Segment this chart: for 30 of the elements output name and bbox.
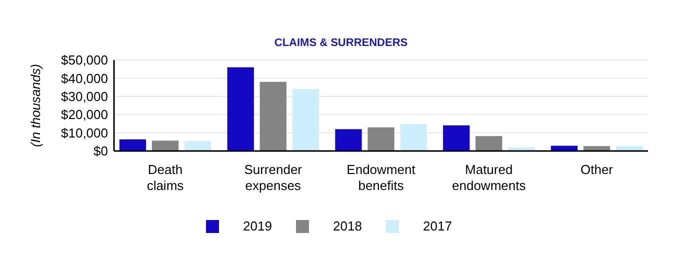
y-axis-title: (In thousands) xyxy=(28,64,43,148)
legend-label: 2017 xyxy=(423,218,452,234)
bar xyxy=(184,141,212,151)
bar xyxy=(550,146,578,151)
y-tick-label: $30,000 xyxy=(61,88,108,104)
bar xyxy=(152,140,179,151)
x-tick-label: Surrender expenses xyxy=(244,162,303,193)
chart-title: CLAIMS & SURRENDERS xyxy=(274,37,408,49)
legend-label: 2018 xyxy=(333,218,362,234)
legend-label: 2019 xyxy=(243,218,272,234)
y-tick-label: $0 xyxy=(94,144,108,159)
bar xyxy=(227,67,254,151)
bar xyxy=(443,125,470,151)
bar xyxy=(368,127,394,151)
bar xyxy=(119,139,146,151)
x-tick-label: Endowment benefits xyxy=(346,162,416,193)
bar xyxy=(335,129,362,151)
x-tick-label: Matured endowments xyxy=(452,162,526,193)
x-tick-label: Other xyxy=(580,162,614,177)
y-tick-label: $40,000 xyxy=(61,70,108,86)
bar xyxy=(476,136,502,151)
bar xyxy=(583,146,610,151)
x-tick-label: Death claims xyxy=(146,162,184,193)
bar xyxy=(616,146,643,151)
bar xyxy=(400,124,427,151)
bar xyxy=(260,82,286,151)
y-tick-label: $20,000 xyxy=(61,107,108,122)
y-tick-label: $50,000 xyxy=(61,52,108,68)
y-tick-label: $10,000 xyxy=(61,125,108,140)
bar xyxy=(292,89,319,151)
